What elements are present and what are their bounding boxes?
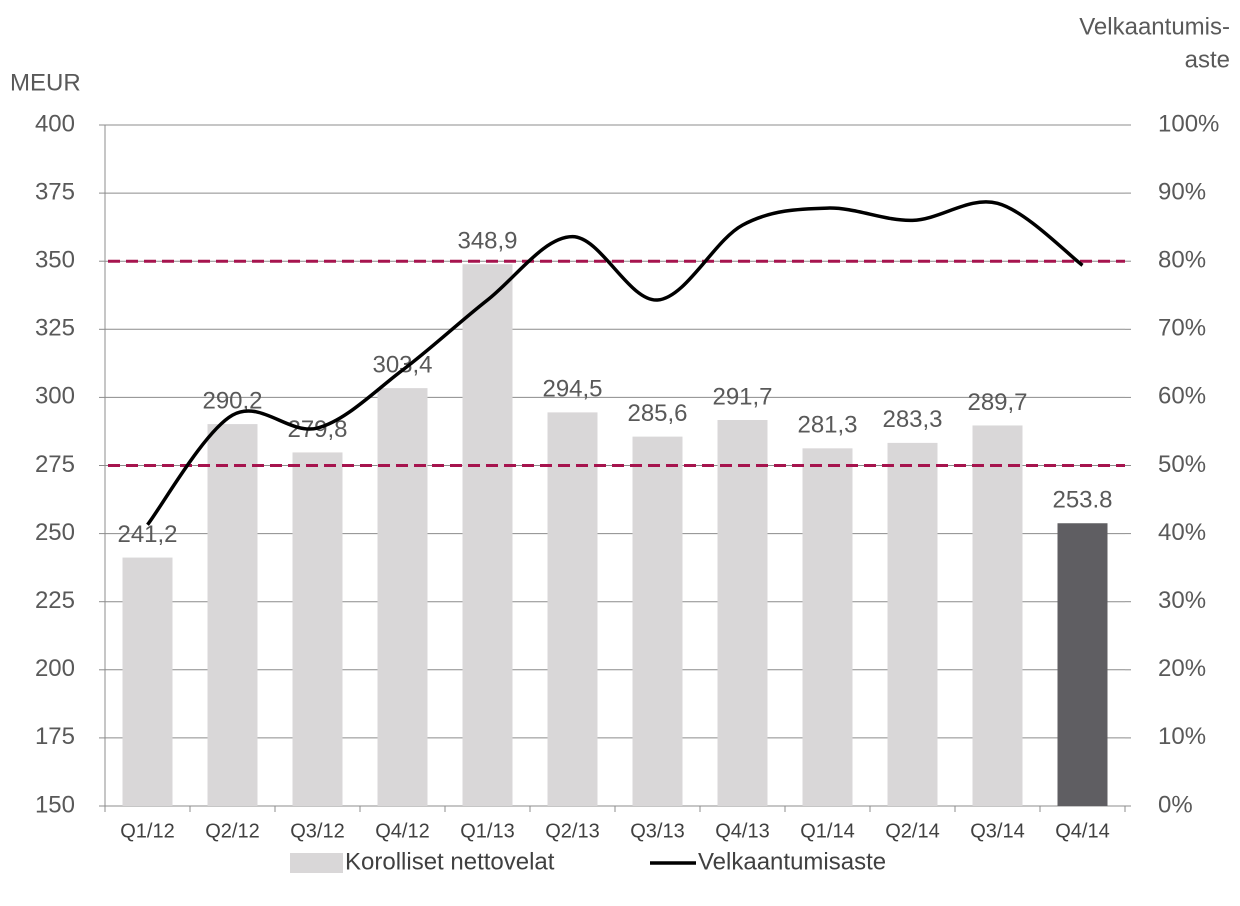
bar <box>717 420 768 806</box>
y2-tick-label: 70% <box>1158 315 1206 342</box>
value-label: 241,2 <box>117 521 177 548</box>
y-tick-label: 275 <box>35 451 75 478</box>
x-tick-label: Q4/13 <box>715 820 769 842</box>
x-tick-label: Q3/14 <box>970 820 1024 842</box>
value-label: 348,9 <box>457 228 517 255</box>
value-label: 291,7 <box>712 383 772 410</box>
y-tick-label: 350 <box>35 247 75 274</box>
x-tick-label: Q3/13 <box>630 820 684 842</box>
y2-tick-label: 40% <box>1158 519 1206 546</box>
y-tick-label: 300 <box>35 383 75 410</box>
bar <box>632 436 683 806</box>
x-tick-label: Q3/12 <box>290 820 344 842</box>
y2-tick-label: 20% <box>1158 655 1206 682</box>
y2-tick-label: 50% <box>1158 451 1206 478</box>
value-label: 285,6 <box>627 400 687 427</box>
bar <box>292 452 343 806</box>
bar <box>1057 523 1108 806</box>
y-tick-label: 375 <box>35 178 75 205</box>
line <box>146 200 1084 526</box>
value-label: 294,5 <box>542 376 602 403</box>
y2-tick-label: 90% <box>1158 178 1206 205</box>
bar <box>547 412 598 806</box>
value-label: 283,3 <box>882 406 942 433</box>
x-tick-label: Q2/14 <box>885 820 939 842</box>
y-axis-label: MEUR <box>10 69 81 96</box>
x-tick-label: Q1/14 <box>800 820 854 842</box>
value-label: 289,7 <box>967 389 1027 416</box>
y2-axis-label: aste <box>1185 46 1230 73</box>
bar <box>887 442 938 806</box>
legend-label: Korolliset nettovelat <box>345 848 555 875</box>
x-tick-label: Q2/13 <box>545 820 599 842</box>
y2-axis-label: Velkaantumis- <box>1079 13 1230 40</box>
legend-label: Velkaantumisaste <box>698 848 886 875</box>
y-tick-label: 200 <box>35 655 75 682</box>
legend-swatch <box>290 853 343 873</box>
value-label: 281,3 <box>797 412 857 439</box>
y2-tick-label: 100% <box>1158 110 1219 137</box>
y2-tick-label: 60% <box>1158 383 1206 410</box>
x-tick-label: Q1/13 <box>460 820 514 842</box>
y2-tick-label: 0% <box>1158 791 1193 818</box>
y-tick-label: 150 <box>35 791 75 818</box>
y-tick-label: 225 <box>35 587 75 614</box>
y2-tick-label: 30% <box>1158 587 1206 614</box>
bar <box>207 424 258 806</box>
y2-tick-label: 10% <box>1158 723 1206 750</box>
bar <box>377 388 428 806</box>
bar <box>462 264 513 806</box>
x-tick-label: Q4/12 <box>375 820 429 842</box>
bar <box>122 557 173 806</box>
value-label: 253.8 <box>1052 487 1112 514</box>
bar <box>802 448 853 806</box>
bar <box>972 425 1023 806</box>
x-tick-label: Q4/14 <box>1055 820 1109 842</box>
y-tick-label: 175 <box>35 723 75 750</box>
y2-tick-label: 80% <box>1158 247 1206 274</box>
x-tick-label: Q1/12 <box>120 820 174 842</box>
y-tick-label: 250 <box>35 519 75 546</box>
y-tick-label: 325 <box>35 315 75 342</box>
x-tick-label: Q2/12 <box>205 820 259 842</box>
y-tick-label: 400 <box>35 110 75 137</box>
